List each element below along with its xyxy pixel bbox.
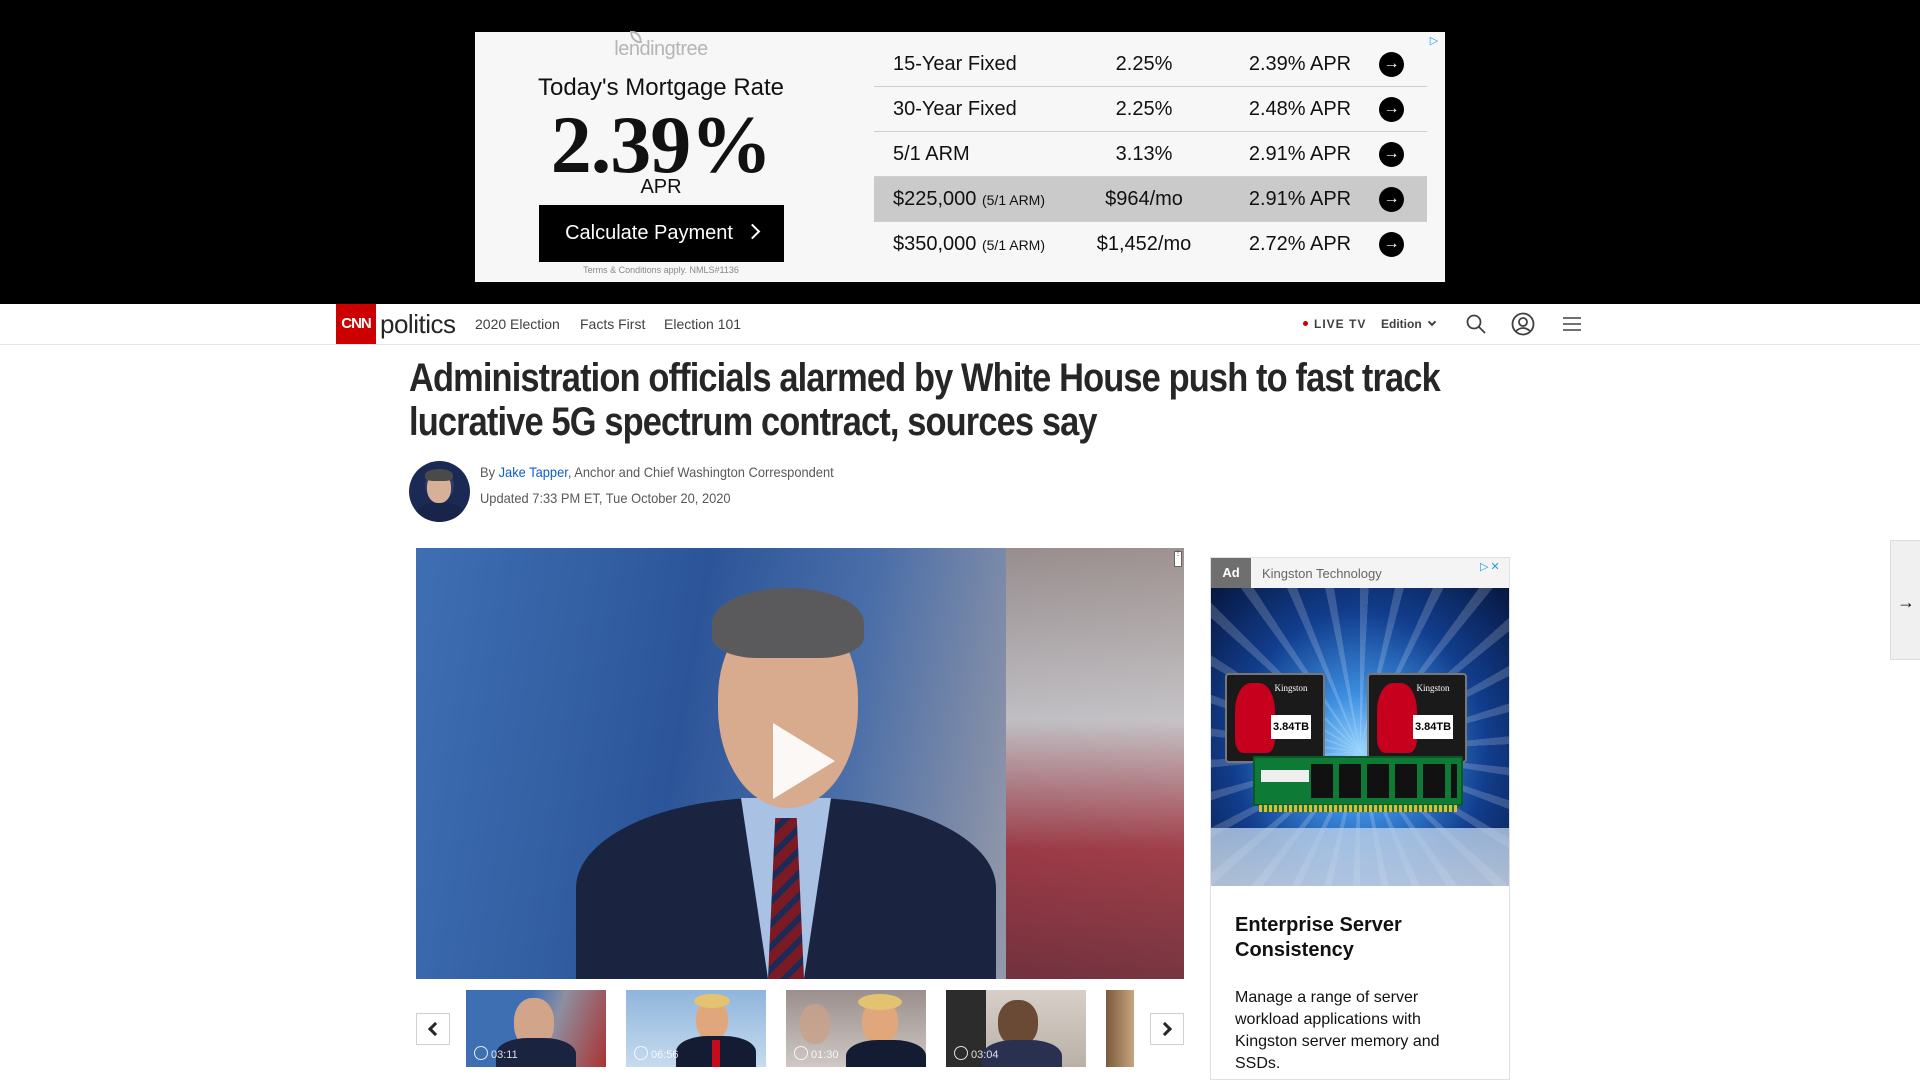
lt-row-apr: 2.72% APR — [1248, 233, 1352, 255]
carousel-prev-button[interactable] — [416, 1013, 450, 1045]
live-tv-link[interactable]: LIVE TV — [1303, 317, 1366, 331]
thumbnail-duration: 03:11 — [474, 1046, 518, 1061]
lt-rate-panel: lendingtree Today's Mortgage Rate 2.39% … — [475, 29, 847, 282]
lt-row-apr: 2.91% APR — [1248, 143, 1352, 165]
site-nav: CNN politics 2020 Election Facts First E… — [0, 304, 1920, 345]
lt-row-label: $350,000 — [893, 233, 977, 255]
lt-row-label: 30-Year Fixed — [893, 98, 1017, 120]
thumbnail-duration: 03:04 — [954, 1046, 999, 1061]
ad-title[interactable]: Enterprise Server Consistency — [1235, 914, 1402, 961]
byline-prefix: By — [480, 464, 499, 480]
video-player[interactable] — [416, 548, 1184, 979]
arrow-right-icon[interactable]: → — [1379, 232, 1404, 257]
ssd-capacity: 3.84TB — [1413, 715, 1453, 739]
next-article-tab[interactable]: → — [1890, 540, 1920, 660]
video-thumbnail[interactable]: 03:11 — [466, 990, 606, 1067]
top-ad-band: ▷ lendingtree Today's Mortgage Rate 2.39… — [0, 0, 1920, 304]
play-icon[interactable] — [773, 723, 835, 799]
lt-row-note: (5/1 ARM) — [981, 237, 1045, 253]
video-thumbnail[interactable]: 06:56 — [626, 990, 766, 1067]
lt-row-note: (5/1 ARM) — [981, 192, 1045, 208]
adchoices-close-icon[interactable]: ▷✕ — [1480, 561, 1502, 573]
lt-row-rate: 2.25% — [1115, 53, 1173, 75]
lt-row[interactable]: $350,000 (5/1 ARM) $1,452/mo 2.72% APR → — [874, 222, 1427, 267]
lt-row-label: 15-Year Fixed — [893, 53, 1017, 75]
lt-row-highlighted[interactable]: $225,000 (5/1 ARM) $964/mo 2.91% APR → — [874, 177, 1427, 222]
carousel-next-button[interactable] — [1150, 1013, 1184, 1045]
chevron-right-icon — [1157, 1021, 1173, 1037]
thumbnail-duration: 01:30 — [794, 1046, 839, 1061]
search-icon[interactable] — [1464, 312, 1488, 336]
user-icon[interactable] — [1511, 312, 1535, 336]
ssd-brand: Kingston — [1416, 683, 1450, 693]
nav-link-2020-election[interactable]: 2020 Election — [475, 316, 560, 332]
cnn-logo[interactable]: CNN — [336, 304, 376, 344]
ad-header: Ad Kingston Technology ▷✕ — [1211, 558, 1509, 588]
nav-link-election-101[interactable]: Election 101 — [664, 316, 742, 332]
lt-row[interactable]: 15-Year Fixed 2.25% 2.39% APR → — [874, 42, 1427, 87]
calculate-payment-button[interactable]: Calculate Payment — [539, 205, 784, 262]
lt-row-rate: $1,452/mo — [1096, 233, 1192, 255]
ad-image[interactable]: Kingston 3.84TB Kingston 3.84TB — [1211, 588, 1509, 886]
ad-advertiser[interactable]: Kingston Technology — [1262, 566, 1382, 581]
author-avatar[interactable] — [409, 461, 470, 522]
lt-row-rate: $964/mo — [1105, 188, 1183, 210]
video-background — [1006, 548, 1184, 979]
updated-timestamp: Updated 7:33 PM ET, Tue October 20, 2020 — [480, 490, 731, 506]
lt-row[interactable]: 30-Year Fixed 2.25% 2.48% APR → — [874, 87, 1427, 132]
lt-row-label: $225,000 — [893, 188, 977, 210]
arrow-right-icon[interactable]: → — [1379, 97, 1404, 122]
calculate-payment-label: Calculate Payment — [565, 222, 733, 244]
ram-product-image — [1253, 756, 1463, 812]
lt-row-rate: 2.25% — [1115, 98, 1173, 120]
chevron-right-icon — [744, 223, 761, 240]
lt-row[interactable]: 5/1 ARM 3.13% 2.91% APR → — [874, 132, 1427, 177]
menu-icon[interactable] — [1560, 312, 1584, 336]
video-thumbnail-partial[interactable] — [1106, 990, 1134, 1067]
kingston-ad[interactable]: Ad Kingston Technology ▷✕ Kingston 3.84T… — [1210, 557, 1510, 1080]
arrow-right-icon: → — [1897, 592, 1915, 612]
chevron-down-icon — [1427, 317, 1436, 327]
lt-row-apr: 2.48% APR — [1248, 98, 1352, 120]
chevron-left-icon — [427, 1021, 443, 1037]
ssd-product-image: Kingston 3.84TB — [1225, 673, 1325, 763]
author-title: , Anchor and Chief Washington Correspond… — [567, 464, 834, 480]
video-thumbnail[interactable]: 03:04 — [946, 990, 1086, 1067]
lt-row-rate: 3.13% — [1115, 143, 1173, 165]
section-title[interactable]: politics — [380, 309, 456, 339]
lt-title: Today's Mortgage Rate — [537, 74, 785, 101]
lt-row-apr: 2.39% APR — [1248, 53, 1352, 75]
lt-row-label: 5/1 ARM — [893, 143, 970, 165]
ssd-brand: Kingston — [1274, 683, 1308, 693]
ad-tag: Ad — [1211, 558, 1251, 588]
article-headline: Administration officials alarmed by Whit… — [409, 356, 1441, 444]
more-options-icon[interactable]: ⋮ — [1174, 551, 1182, 567]
live-tv-label: LIVE TV — [1314, 317, 1367, 331]
lt-apr: APR — [640, 176, 682, 198]
lt-rate: 2.39% — [550, 99, 773, 190]
ssd-capacity: 3.84TB — [1271, 715, 1311, 739]
arrow-right-icon[interactable]: → — [1379, 187, 1404, 212]
ssd-product-image: Kingston 3.84TB — [1367, 673, 1467, 763]
author-link[interactable]: Jake Tapper — [498, 464, 568, 480]
edition-label: Edition — [1381, 317, 1422, 331]
lendingtree-logo: lendingtree — [614, 38, 708, 60]
video-thumbnail[interactable]: 01:30 — [786, 990, 926, 1067]
lt-row-apr: 2.91% APR — [1248, 188, 1352, 210]
adchoices-icon[interactable]: ▷ — [1429, 35, 1439, 47]
thumbnail-duration: 06:56 — [634, 1046, 679, 1061]
lendingtree-ad[interactable]: ▷ lendingtree Today's Mortgage Rate 2.39… — [475, 29, 1445, 282]
arrow-right-icon[interactable]: → — [1379, 52, 1404, 77]
arrow-right-icon[interactable]: → — [1379, 142, 1404, 167]
nav-link-facts-first[interactable]: Facts First — [580, 316, 646, 332]
lt-rate-table: 15-Year Fixed 2.25% 2.39% APR → 30-Year … — [874, 42, 1427, 267]
lt-terms[interactable]: Terms & Conditions apply. NMLS#1136 — [583, 265, 739, 275]
live-dot-icon — [1303, 321, 1308, 326]
ad-body: Manage a range of server workload applic… — [1235, 989, 1440, 1072]
edition-dropdown[interactable]: Edition — [1381, 317, 1436, 331]
byline: By Jake Tapper, Anchor and Chief Washing… — [480, 464, 834, 480]
